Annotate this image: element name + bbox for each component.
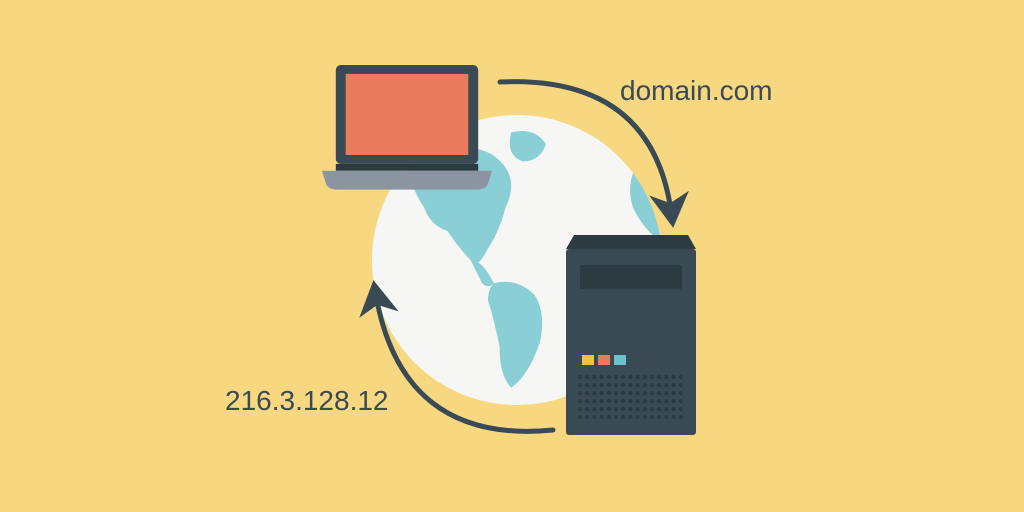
domain-label: domain.com (620, 75, 773, 107)
dns-cycle-diagram: domain.com 216.3.128.12 (0, 0, 1024, 512)
arrow-response-icon (0, 0, 1024, 512)
laptop-icon (318, 65, 496, 199)
ip-address-label: 216.3.128.12 (225, 385, 389, 417)
server-icon (566, 235, 696, 430)
